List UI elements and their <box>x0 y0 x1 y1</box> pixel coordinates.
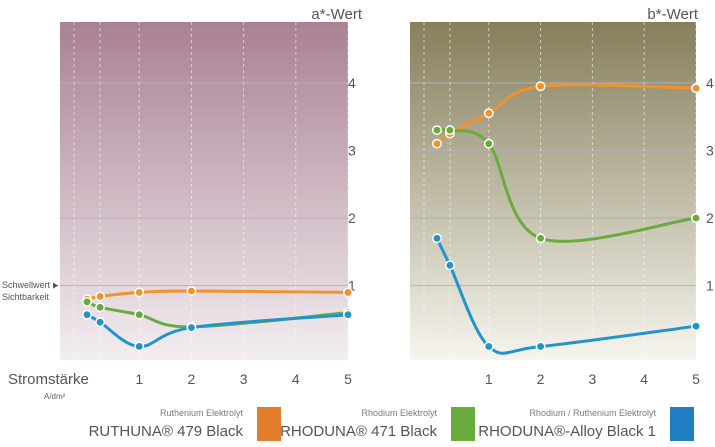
series-line-3 <box>435 236 698 355</box>
series-point-1 <box>186 286 197 296</box>
x-tick-label: 2 <box>188 371 196 387</box>
x-tick-label: 3 <box>240 371 248 387</box>
series-point-1 <box>483 108 494 119</box>
y-tick-label: 2 <box>706 210 714 226</box>
series-point-2 <box>691 213 701 223</box>
series-point-3 <box>82 309 92 320</box>
legend-swatch <box>670 407 694 441</box>
series-point-1 <box>343 287 353 298</box>
y-tick-label: 4 <box>706 75 714 91</box>
x-tick-label: 2 <box>537 371 545 387</box>
chart-panel-1: 1 2 3 4 5 1 2 3 4 a*-Wert <box>60 6 363 387</box>
threshold-label-line2: Sichtbarkeit <box>2 292 50 302</box>
series-point-2 <box>95 302 106 313</box>
series-point-1 <box>535 81 546 92</box>
series-point-3 <box>535 341 546 352</box>
legend-item-ruthuna: Ruthenium Elektrolyt RUTHUNA® 479 Black <box>89 402 281 442</box>
series-point-3 <box>444 260 455 271</box>
series-point-3 <box>134 341 145 352</box>
series-point-1 <box>134 287 145 298</box>
y-tick-label: 4 <box>348 75 356 91</box>
series-point-3 <box>95 317 106 328</box>
series-point-2 <box>82 296 92 307</box>
y-tick-label: 2 <box>348 210 356 226</box>
legend-series-name: RHODUNA®-Alloy Black 1 <box>478 423 656 440</box>
legend-series-name: RHODUNA® 471 Black <box>280 423 437 440</box>
series-point-3 <box>343 309 353 320</box>
y-tick-label: 1 <box>348 278 356 294</box>
x-tick-label: 1 <box>135 371 143 387</box>
legend-item-rhoduna: Rhodium Elektrolyt RHODUNA® 471 Black <box>280 402 475 442</box>
x-tick-label: 3 <box>588 371 596 387</box>
series-point-1 <box>691 83 701 94</box>
y-tick-label: 3 <box>706 142 714 158</box>
legend-series-name: RUTHUNA® 479 Black <box>88 423 243 440</box>
series-point-3 <box>186 322 197 333</box>
x-tick-label: 5 <box>692 371 700 387</box>
legend-swatch <box>451 407 475 441</box>
legend-category: Rhodium / Ruthenium Elektrolyt <box>529 408 656 418</box>
shared-axis-labels: Schwellwert Sichtbarkeit Stromstärke A/d… <box>2 280 89 401</box>
panel-title: a*-Wert <box>311 6 362 23</box>
legend-item-rhoduna-alloy: Rhodium / Ruthenium Elektrolyt RHODUNA®-… <box>478 402 694 442</box>
x-axis-label: Stromstärke <box>8 371 89 388</box>
plot-background <box>410 22 696 360</box>
x-axis-unit: A/dm² <box>44 392 66 401</box>
series-point-1 <box>432 138 442 149</box>
chart-panels: 1 2 3 4 5 1 2 3 4 a*-Wert 1 2 3 4 5 1 2 3 4 b*-Wert <box>60 6 714 387</box>
series-point-2 <box>483 138 494 149</box>
threshold-arrow <box>53 282 58 289</box>
panel-title: b*-Wert <box>647 6 698 23</box>
x-tick-label: 5 <box>344 371 352 387</box>
legend-category: Rhodium Elektrolyt <box>361 408 437 418</box>
x-tick-label: 1 <box>485 371 493 387</box>
x-tick-label: 4 <box>640 371 648 387</box>
threshold-label-line1: Schwellwert <box>2 280 51 290</box>
series-point-1 <box>95 291 106 302</box>
legend-swatch <box>257 407 281 441</box>
x-tick-label: 4 <box>292 371 300 387</box>
y-tick-label: 3 <box>348 142 356 158</box>
series-point-3 <box>691 321 701 332</box>
chart-panel-2: 1 2 3 4 5 1 2 3 4 b*-Wert <box>410 6 714 387</box>
series-point-2 <box>535 233 546 244</box>
legend-category: Ruthenium Elektrolyt <box>159 408 243 418</box>
series-point-2 <box>432 125 442 136</box>
plot-background <box>60 22 348 360</box>
y-tick-label: 1 <box>706 278 714 294</box>
series-point-2 <box>134 309 145 320</box>
series-point-2 <box>444 125 455 136</box>
series-point-3 <box>483 341 494 352</box>
series-point-3 <box>432 233 442 244</box>
